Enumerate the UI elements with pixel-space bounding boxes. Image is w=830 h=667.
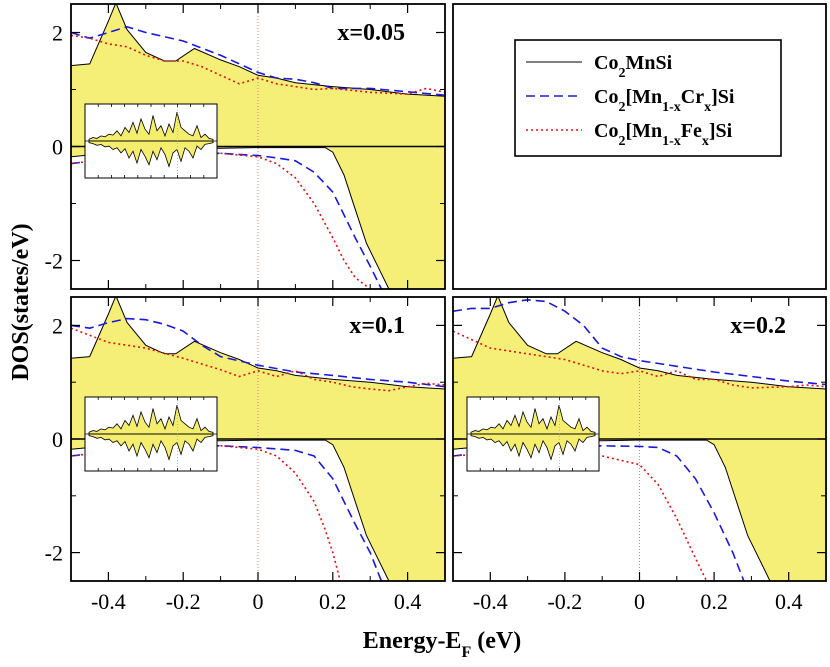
series-fe-up [71,34,445,95]
legend-box [514,39,782,157]
panel-label: x=0.05 [337,20,405,46]
series-co2mnsi-up [71,4,445,97]
inset-plot [84,103,218,179]
y-tick-label: 2 [52,313,63,338]
x-tick-label: 0.4 [775,589,803,614]
panel-x01: x=0.1 [70,296,446,582]
y-axis-label: DOS(states/eV) [8,223,34,380]
panel-x005: x=0.05 [70,3,446,290]
inset-up [470,404,596,435]
series-fe-up [453,330,826,389]
x-tick-label: 0.4 [394,589,422,614]
series-cr-down [71,152,383,289]
y-tick-label: -2 [45,541,63,566]
spin-down-fill [71,146,445,289]
spin-down-fill [71,439,445,581]
series-fe-down [71,444,342,581]
inset-up [88,404,214,435]
series-cr-down [453,444,745,581]
x-tick-labels: -0.4 -0.2 0 0.2 0.4 -0.4 -0.2 0 0.2 0.4 [91,589,802,614]
inset-down [88,140,214,168]
series-cr-up [453,298,826,386]
y-tick-label: 0 [52,427,63,452]
x-axis-label: Energy-EF (eV) [363,628,521,661]
spin-down-fill [453,439,826,581]
x-tick-label: -0.4 [473,589,508,614]
x-tick-label: 0 [253,589,264,614]
series-fe-up [71,327,445,392]
panel-frame [452,3,827,290]
panel-x02: x=0.2 [452,296,827,582]
inset-down [88,433,214,461]
panel-label: x=0.1 [349,313,405,339]
panel-label: x=0.2 [730,313,786,339]
x-tick-label: 0.2 [319,589,347,614]
series-co2mnsi-up [453,297,826,390]
inset-plot [466,396,600,472]
y-tick-label: -2 [45,249,63,274]
series-co2mnsi-up [71,297,445,390]
series-cr-up [71,25,445,96]
y-tick-labels: 2 0 -2 2 0 -2 [45,21,63,566]
inset-down [470,433,596,461]
x-tick-label: 0.2 [700,589,728,614]
inset-plot [84,396,218,472]
inset-up [88,111,214,142]
x-tick-label: -0.2 [166,589,201,614]
y-tick-label: 2 [52,21,63,46]
series-cr-up [71,317,445,388]
y-tick-label: 0 [52,135,63,160]
x-tick-label: 0 [634,589,645,614]
x-tick-label: -0.4 [91,589,126,614]
x-tick-label: -0.2 [547,589,582,614]
